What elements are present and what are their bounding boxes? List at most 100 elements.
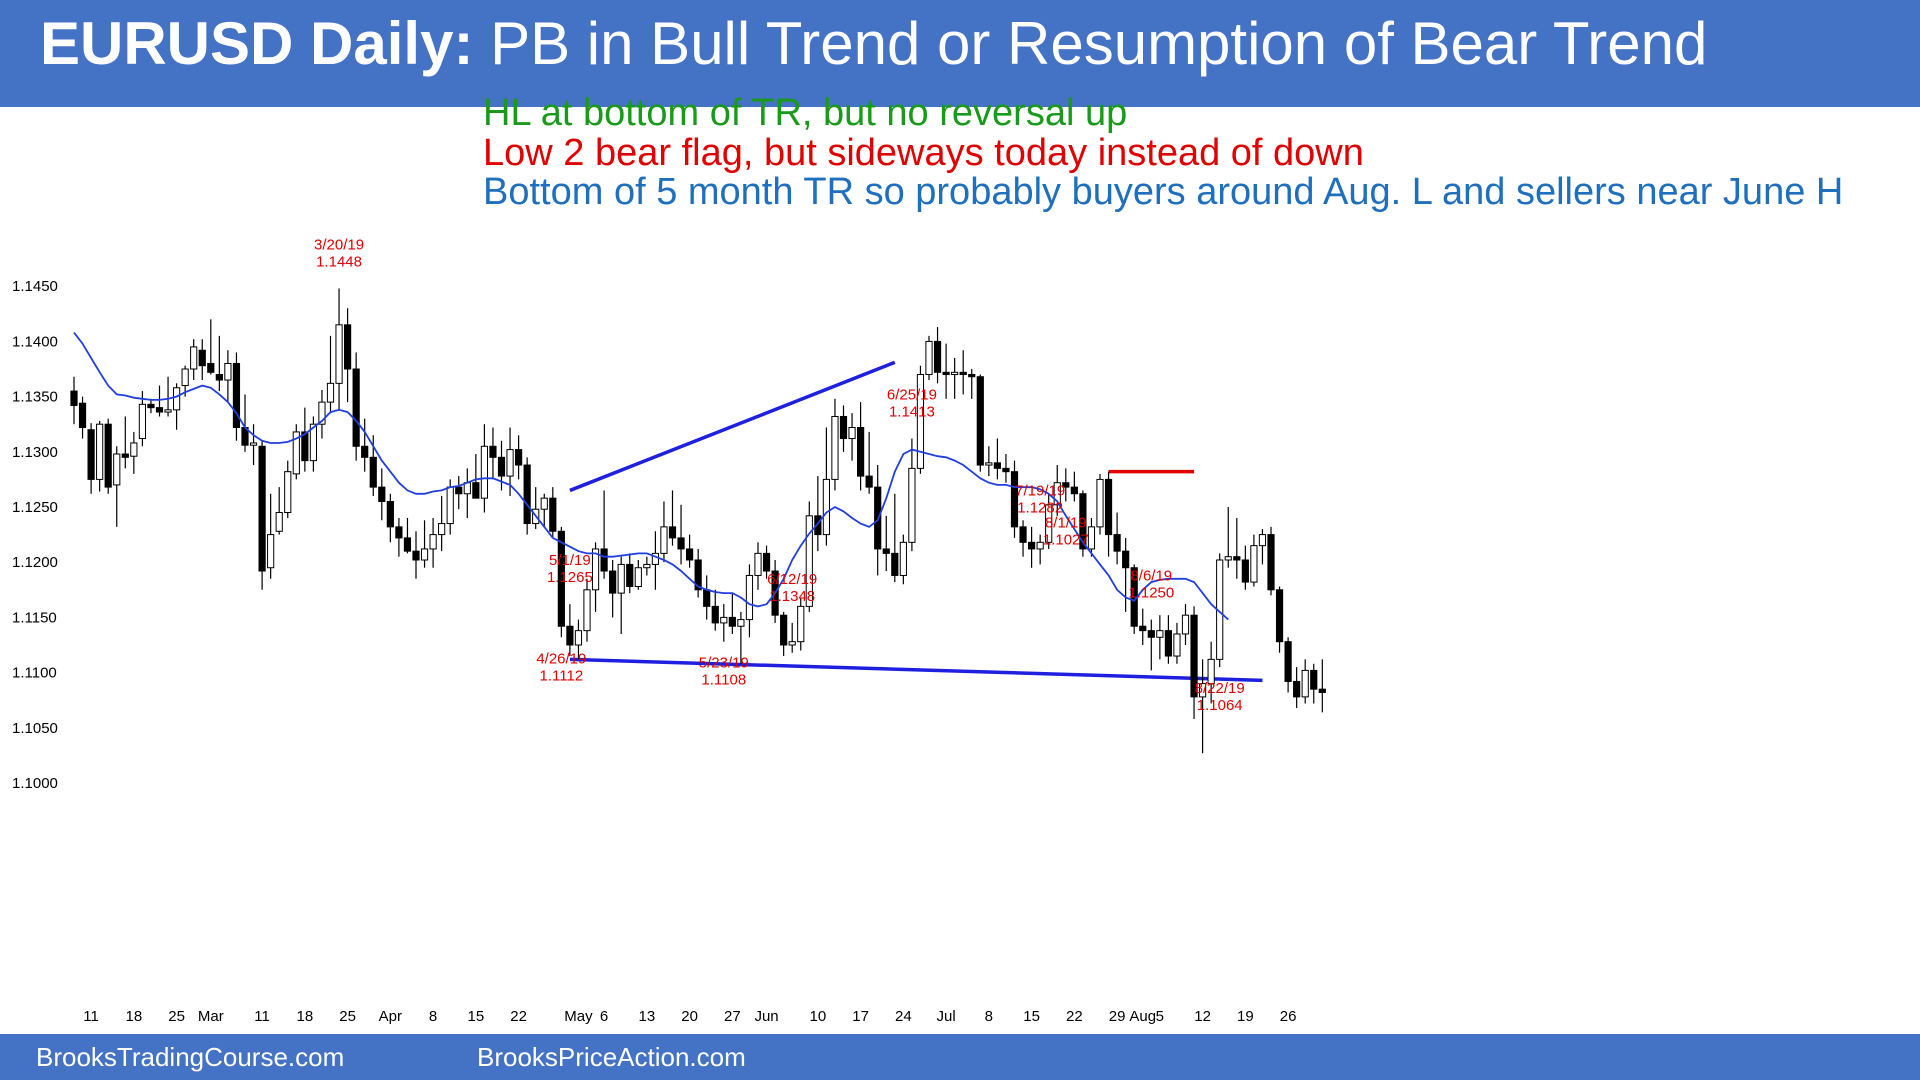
candle [292, 424, 300, 480]
bull-candle-body [113, 453, 121, 486]
bear-candle-body [472, 482, 480, 499]
candle [352, 352, 360, 461]
bear-candle-body [344, 324, 352, 370]
footer-bar [0, 1034, 1920, 1080]
candle [609, 559, 617, 618]
bear-candle-body [395, 526, 403, 539]
bear-candle-body [369, 456, 377, 488]
candle [1147, 619, 1155, 671]
candle [267, 493, 275, 579]
candle [976, 374, 984, 472]
candle [583, 578, 591, 642]
price-annotation: 6/12/191.1348 [767, 571, 817, 605]
candle [1156, 615, 1164, 660]
candle [429, 518, 437, 568]
x-tick-label: May [564, 1008, 593, 1025]
bear-candle-body [1190, 614, 1198, 698]
bull-candle-body [181, 368, 189, 387]
candle [438, 495, 446, 552]
candle [455, 476, 463, 510]
candle [1028, 526, 1036, 568]
candle [1053, 465, 1061, 516]
bear-candle-body [993, 462, 1001, 469]
price-annotation: 5/1/191.1265 [547, 552, 593, 586]
candle [70, 376, 78, 425]
candle [839, 405, 848, 452]
footer-site-trading-course[interactable]: BrooksTradingCourse.com [36, 1042, 345, 1072]
price-annotation: 5/23/191.1108 [699, 655, 749, 689]
bear-candle-body [566, 625, 574, 646]
bull-candle-body [1045, 504, 1053, 543]
note-line-1: HL at bottom of TR, but no reversal up [483, 92, 1128, 134]
candle [916, 365, 925, 474]
candle [1275, 586, 1284, 653]
x-tick-label: 29 [1109, 1008, 1126, 1025]
bull-candle-body [309, 423, 317, 462]
annotation-price: 1.1413 [889, 404, 935, 421]
candle [822, 427, 830, 546]
candle [207, 319, 215, 375]
candle [1079, 490, 1087, 557]
candle [1284, 637, 1292, 693]
bull-candle-body [1258, 534, 1267, 547]
candle [147, 398, 155, 414]
bull-candle-body [1250, 545, 1258, 583]
candle [993, 438, 1001, 480]
candle [395, 518, 403, 557]
bull-candle-body [1207, 658, 1215, 685]
bear-candle-body [600, 548, 608, 572]
candle [463, 468, 471, 519]
candle [1173, 622, 1181, 664]
x-tick-label: 8 [985, 1008, 993, 1025]
bull-candle-body [651, 552, 659, 565]
bull-candle-body [540, 497, 548, 510]
footer-site-price-action[interactable]: BrooksPriceAction.com [477, 1042, 746, 1072]
bear-candle-body [78, 402, 87, 429]
annotation-date: 8/22/19 [1195, 680, 1245, 697]
candle [686, 534, 694, 568]
candle [797, 597, 805, 651]
candle [831, 398, 839, 491]
price-annotation: 8/1/191.1027 [1043, 514, 1089, 548]
candle [489, 427, 497, 480]
candle [1087, 518, 1096, 557]
candle [985, 446, 993, 477]
bear-candle-body [686, 548, 694, 561]
bull-candle-body [754, 552, 762, 576]
bear-candle-body [258, 445, 266, 572]
candle [720, 604, 728, 642]
page-title: EURUSD Daily: PB in Bull Trend or Resump… [40, 14, 1707, 74]
x-tick-label: 19 [1237, 1008, 1254, 1025]
bear-candle-body [626, 563, 634, 587]
candle [1070, 471, 1078, 502]
bull-candle-body [745, 574, 754, 621]
x-tick-label: Apr [379, 1008, 402, 1025]
bull-candle-body [617, 563, 625, 594]
bear-candle-body [762, 552, 771, 572]
bear-candle-body [857, 427, 865, 477]
candle [113, 446, 121, 527]
bear-candle-body [1019, 526, 1027, 543]
candle [96, 420, 104, 492]
candle [968, 369, 976, 399]
x-tick-label: 13 [639, 1008, 656, 1025]
candle [224, 350, 232, 403]
bull-candle-body [574, 630, 583, 646]
bull-candle-body [326, 382, 335, 403]
candle [933, 327, 942, 384]
bear-candle-body [386, 500, 394, 528]
candle [788, 622, 796, 653]
candle [523, 457, 531, 535]
bull-candle-body [797, 605, 805, 643]
candle [164, 376, 172, 417]
bear-candle-body [1070, 486, 1078, 495]
candle [600, 490, 608, 579]
y-axis: 1.1000 1.1050 1.1100 1.1150 1.1200 1.1250 1.13… [12, 278, 58, 792]
candles [70, 288, 1326, 754]
bull-candle-body [1053, 482, 1061, 506]
candle [515, 435, 523, 480]
bear-candle-body [515, 449, 523, 466]
bull-candle-body [284, 471, 292, 514]
bear-candle-body [1139, 625, 1147, 632]
x-tick-label: 18 [126, 1008, 143, 1025]
